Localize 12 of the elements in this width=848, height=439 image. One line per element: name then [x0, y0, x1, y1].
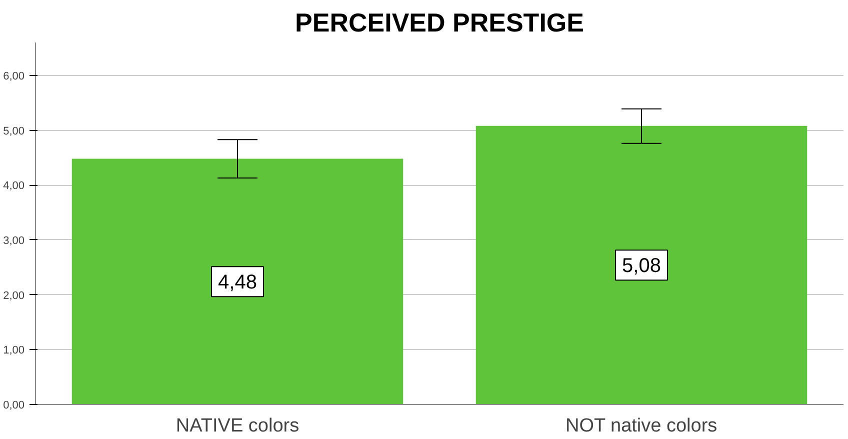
y-tick-label: 3,00 — [3, 234, 25, 247]
x-tick-label: NOT native colors — [565, 416, 718, 436]
y-tick-label: 2,00 — [3, 290, 25, 302]
chart-title: PERCEIVED PRESTIGE — [295, 8, 584, 38]
data-label: 5,08 — [622, 255, 661, 278]
y-tick-label: 5,00 — [3, 125, 25, 138]
y-tick-label: 4,00 — [3, 180, 25, 192]
y-tick-label: 1,00 — [3, 344, 25, 357]
y-tick-label: 0,00 — [3, 400, 25, 412]
data-label: 4,48 — [218, 272, 257, 294]
x-tick-label: NATIVE colors — [176, 416, 300, 436]
y-tick-label: 6,00 — [3, 70, 25, 82]
